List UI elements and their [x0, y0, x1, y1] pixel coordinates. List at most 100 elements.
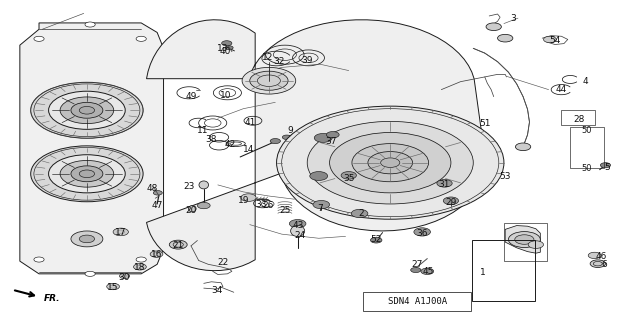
- Circle shape: [421, 268, 434, 274]
- Text: 29: 29: [445, 198, 456, 207]
- Text: 54: 54: [549, 36, 561, 45]
- Circle shape: [341, 172, 356, 179]
- Circle shape: [497, 34, 513, 42]
- Text: 22: 22: [218, 258, 228, 267]
- Bar: [364, 292, 470, 311]
- Text: 34: 34: [211, 286, 222, 295]
- Text: 36: 36: [417, 229, 428, 238]
- Circle shape: [221, 41, 232, 46]
- Bar: [472, 241, 534, 301]
- Circle shape: [136, 257, 147, 262]
- Circle shape: [60, 160, 114, 187]
- Text: 38: 38: [205, 135, 217, 144]
- Circle shape: [71, 166, 103, 182]
- Circle shape: [368, 152, 413, 174]
- Text: 45: 45: [423, 267, 435, 276]
- Text: 18: 18: [134, 263, 146, 272]
- Circle shape: [437, 180, 452, 187]
- Circle shape: [71, 231, 103, 247]
- Circle shape: [34, 36, 44, 41]
- Circle shape: [197, 202, 210, 209]
- Text: FR.: FR.: [44, 294, 61, 303]
- Text: 27: 27: [412, 260, 423, 270]
- Text: 37: 37: [326, 137, 337, 145]
- Circle shape: [79, 235, 95, 243]
- Text: 14: 14: [243, 145, 254, 154]
- Circle shape: [270, 138, 280, 144]
- Text: 21: 21: [173, 241, 184, 250]
- Circle shape: [31, 146, 143, 202]
- Circle shape: [107, 283, 120, 290]
- Text: 20: 20: [186, 206, 196, 215]
- Circle shape: [250, 71, 288, 90]
- Circle shape: [34, 257, 44, 262]
- Circle shape: [241, 194, 256, 201]
- Circle shape: [49, 91, 125, 129]
- Text: 6: 6: [602, 260, 607, 269]
- Text: 48: 48: [147, 184, 158, 193]
- Text: 2: 2: [358, 209, 364, 218]
- Text: SDN4 A1J00A: SDN4 A1J00A: [387, 297, 447, 306]
- Circle shape: [282, 135, 291, 139]
- Circle shape: [313, 200, 330, 209]
- Bar: [561, 110, 595, 125]
- Text: 15: 15: [107, 283, 118, 292]
- Text: 24: 24: [294, 231, 305, 240]
- Text: 42: 42: [225, 140, 236, 149]
- Circle shape: [79, 107, 95, 114]
- Text: 12: 12: [262, 53, 273, 62]
- Polygon shape: [20, 23, 164, 274]
- Circle shape: [120, 273, 130, 278]
- Text: 13: 13: [217, 44, 228, 53]
- Circle shape: [486, 23, 501, 31]
- Text: 39: 39: [301, 56, 312, 65]
- Text: 30: 30: [118, 272, 130, 281]
- Circle shape: [444, 197, 459, 204]
- Circle shape: [225, 46, 233, 50]
- Text: 49: 49: [186, 92, 196, 101]
- Text: 9: 9: [287, 126, 293, 135]
- Circle shape: [154, 191, 163, 195]
- Circle shape: [60, 97, 114, 123]
- Text: 40: 40: [220, 47, 231, 56]
- Circle shape: [276, 106, 504, 219]
- Circle shape: [326, 131, 339, 138]
- Circle shape: [170, 240, 187, 249]
- Circle shape: [590, 260, 605, 268]
- Ellipse shape: [199, 181, 209, 189]
- Circle shape: [310, 172, 328, 181]
- Text: 17: 17: [115, 228, 127, 237]
- Text: 7: 7: [317, 204, 323, 213]
- Text: 28: 28: [573, 115, 584, 124]
- Polygon shape: [147, 20, 485, 271]
- Circle shape: [314, 133, 332, 142]
- Circle shape: [588, 252, 601, 259]
- Text: 1: 1: [480, 268, 486, 277]
- Text: 5: 5: [605, 163, 611, 172]
- Circle shape: [543, 36, 556, 43]
- Text: 46: 46: [595, 252, 607, 261]
- Text: 47: 47: [152, 201, 163, 210]
- Text: 16: 16: [151, 250, 163, 259]
- Circle shape: [79, 170, 95, 178]
- Text: 50: 50: [582, 164, 592, 173]
- Text: 4: 4: [582, 77, 588, 86]
- Text: 10: 10: [220, 92, 232, 100]
- Circle shape: [242, 67, 296, 94]
- Text: 33: 33: [255, 200, 267, 209]
- Text: 32: 32: [273, 56, 284, 65]
- Circle shape: [414, 228, 431, 236]
- Text: 3: 3: [511, 14, 516, 23]
- Text: 44: 44: [556, 85, 567, 94]
- Bar: [504, 223, 547, 261]
- Text: 50: 50: [582, 126, 592, 135]
- Bar: [570, 127, 604, 168]
- Circle shape: [330, 132, 451, 193]
- Circle shape: [371, 237, 382, 243]
- Text: 31: 31: [439, 181, 451, 189]
- Circle shape: [134, 264, 147, 270]
- Text: 23: 23: [184, 182, 195, 191]
- Text: 41: 41: [244, 117, 255, 127]
- Circle shape: [289, 219, 306, 228]
- Circle shape: [136, 36, 147, 41]
